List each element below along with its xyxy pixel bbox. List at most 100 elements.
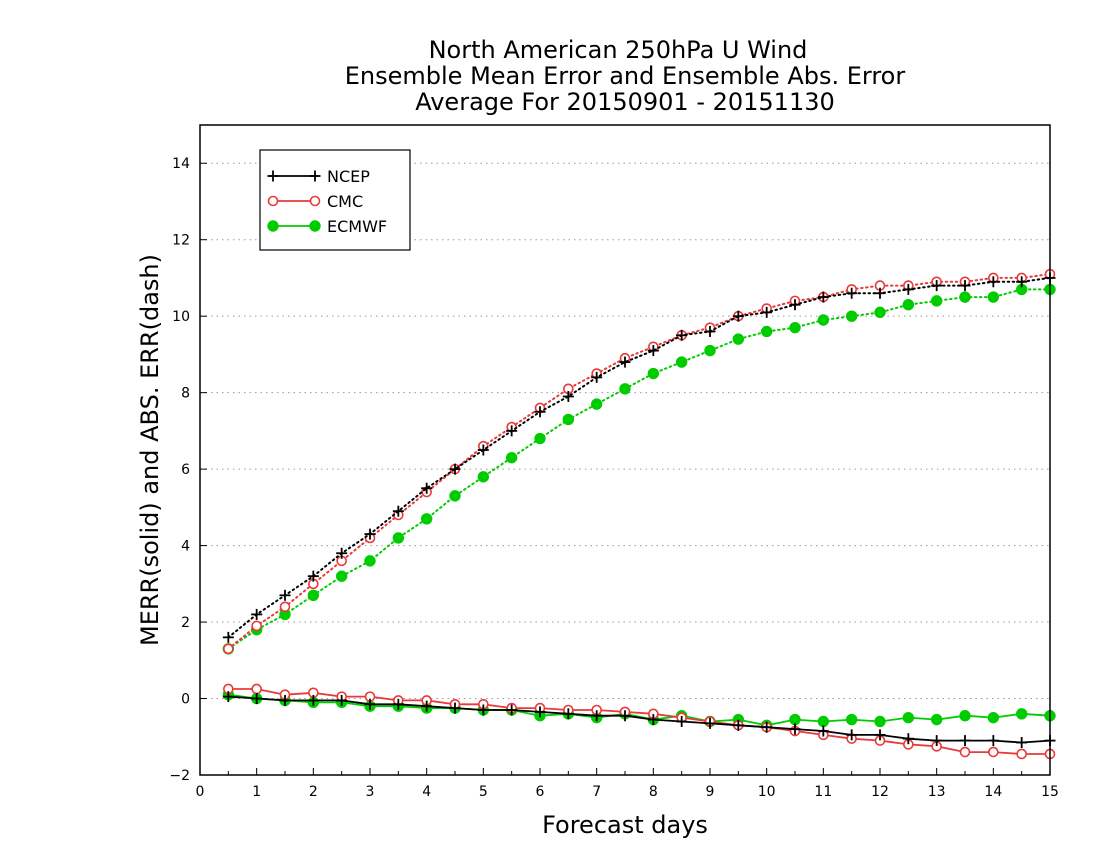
series-ncep-mean-error-point — [959, 735, 971, 747]
series-cmc-mean-error-point — [251, 683, 262, 695]
series-ncep-abs-error-point — [477, 444, 489, 456]
series-ncep-abs-error-point — [534, 406, 546, 418]
series-ecmwf-abs-error-point — [789, 321, 801, 334]
series-ncep-abs-error-point — [647, 345, 659, 357]
series-ncep-abs-error-point — [761, 306, 773, 318]
series-ncep-abs-error-point — [307, 570, 319, 582]
series-ncep-mean-error-point — [477, 704, 489, 716]
series-cmc-mean-error-point — [1016, 748, 1027, 760]
series-ncep-abs-error-point — [392, 505, 404, 517]
legend-label-ecmwf: ECMWF — [327, 217, 387, 236]
y-tick-label: 10 — [172, 309, 190, 325]
series-ncep-mean-error-point — [392, 698, 404, 710]
legend-item-ncep: NCEP — [267, 167, 370, 186]
legend-item-ecmwf: ECMWF — [267, 217, 387, 236]
legend-item-cmc: CMC — [267, 192, 363, 211]
series-ecmwf-abs-error-point — [534, 432, 546, 445]
x-tick-label: 14 — [984, 784, 1002, 800]
series-ecmwf-mean-error-point — [874, 715, 886, 728]
series-ncep-mean-error-point — [364, 698, 376, 710]
series-ecmwf-abs-error-point — [619, 383, 631, 395]
series-ecmwf-abs-error-point — [874, 306, 886, 319]
series-ncep-abs-error-point — [874, 287, 886, 299]
series-ncep-abs-error-point — [789, 299, 801, 311]
series-ncep-mean-error-point — [562, 708, 574, 720]
series-ecmwf-mean-error-line — [228, 693, 1051, 727]
series-ncep-mean-error-point — [1016, 737, 1028, 748]
title-line-2: Ensemble Mean Error and Ensemble Abs. Er… — [345, 62, 906, 90]
legend-marker-ncep — [309, 170, 321, 182]
series-ncep-mean-error-point — [789, 723, 801, 735]
series-ecmwf-abs-error-point — [449, 490, 461, 502]
series-ecmwf-abs-error-point — [760, 325, 773, 338]
x-tick-label: 13 — [928, 784, 946, 800]
x-tick-label: 3 — [366, 784, 375, 800]
series-cmc-abs-error-point — [251, 620, 262, 632]
series-ncep-mean-error-point — [931, 735, 943, 747]
series-ncep-mean-error-point — [732, 719, 744, 731]
series-cmc-abs-error-point — [279, 601, 291, 613]
series-ecmwf-abs-error-point — [505, 451, 518, 464]
series-ecmwf-abs-error-point — [845, 310, 858, 322]
series-ecmwf-mean-error-point — [959, 710, 971, 722]
series-ecmwf-abs-error-point — [675, 356, 688, 368]
series-ncep-abs-error-point — [959, 280, 971, 292]
series-ecmwf-abs-error-point — [930, 295, 943, 307]
legend-marker-ecmwf — [267, 220, 279, 232]
series-ncep-mean-error-point — [449, 702, 461, 714]
x-tick-label: 0 — [196, 784, 205, 800]
x-tick-label: 9 — [706, 784, 715, 800]
series-cmc-abs-error-line — [227, 273, 1051, 650]
series-ecmwf-abs-error-point — [307, 589, 320, 601]
y-axis-title: MERR(solid) and ABS. ERR(dash) — [136, 254, 164, 646]
series-ecmwf-abs-error-point — [902, 299, 915, 311]
legend-marker-ecmwf — [309, 220, 321, 232]
series-ecmwf — [222, 283, 1056, 731]
series-layer — [222, 268, 1056, 760]
series-ncep-abs-error-point — [251, 608, 263, 620]
series-ecmwf-abs-error-point — [477, 471, 490, 483]
series-ncep-abs-error-point — [931, 280, 943, 292]
series-ncep-abs-error-point — [987, 276, 999, 288]
legend-label-cmc: CMC — [327, 192, 363, 211]
series-ecmwf-mean-error-point — [987, 711, 1000, 724]
series-ncep-mean-error-point — [421, 700, 433, 712]
series-ncep-mean-error-point — [279, 694, 291, 706]
series-ecmwf-mean-error-point — [1015, 708, 1028, 720]
series-ecmwf-abs-error-point — [647, 367, 660, 380]
legend-marker-ncep — [267, 170, 279, 182]
x-tick-label: 7 — [592, 784, 601, 800]
grid-layer — [200, 162, 1050, 776]
series-ncep-mean-error-point — [506, 704, 518, 716]
x-tick-label: 11 — [814, 784, 832, 800]
series-ncep-mean-error-point — [534, 706, 546, 718]
series-ecmwf-mean-error-point — [789, 713, 801, 726]
series-ncep-abs-error-point — [364, 528, 376, 540]
legend-box — [259, 149, 411, 251]
x-tick-label: 12 — [871, 784, 889, 800]
series-ncep-mean-error-point — [761, 721, 773, 733]
legend-label-ncep: NCEP — [327, 167, 370, 186]
series-ncep-abs-error-point — [902, 283, 914, 295]
legend-marker-cmc — [309, 195, 321, 207]
series-ecmwf-abs-error-point — [987, 291, 1000, 303]
y-tick-label: 6 — [181, 462, 190, 478]
series-ncep-abs-error-point — [591, 371, 603, 383]
y-tick-label: 2 — [181, 615, 190, 631]
series-ncep-mean-error-point — [704, 717, 716, 729]
series-ncep-mean-error-point — [902, 733, 914, 745]
series-ncep-mean-error-point — [336, 694, 348, 706]
series-ecmwf-abs-error-point — [562, 413, 575, 426]
series-ecmwf-abs-error-point — [590, 398, 603, 410]
x-tick-label: 4 — [422, 784, 431, 800]
x-tick-label: 10 — [758, 784, 776, 800]
series-ncep-mean-error-point — [874, 729, 886, 741]
x-tick-label: 2 — [309, 784, 318, 800]
chart-title: North American 250hPa U Wind Ensemble Me… — [345, 36, 906, 116]
series-cmc-mean-error-point — [988, 746, 999, 758]
x-tick-label: 6 — [536, 784, 545, 800]
series-ncep-mean-error-point — [619, 710, 631, 722]
